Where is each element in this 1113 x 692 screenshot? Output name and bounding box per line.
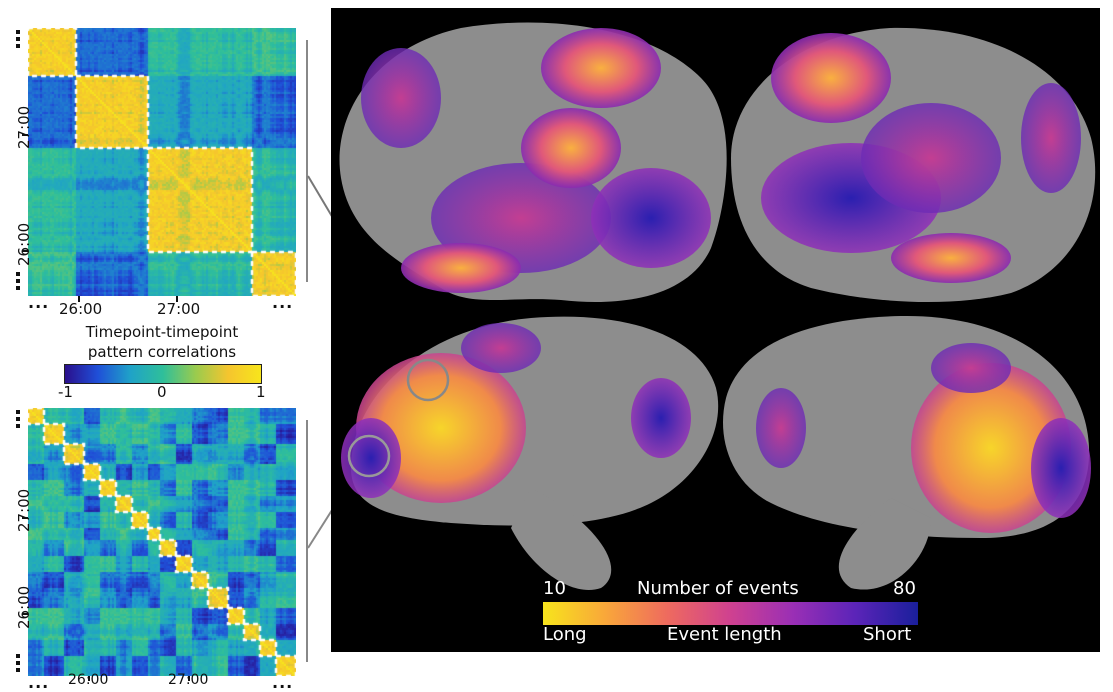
left-lateral-region [591,168,711,268]
event-count-title: Number of events [637,578,799,599]
x-ellipsis-right: ... [272,293,294,312]
range-bar-top [306,40,308,282]
right-medial-region [756,388,806,468]
right-medial-temporal [838,498,931,590]
right-medial-region [911,363,1071,533]
right-medial-region [1031,418,1091,518]
left-lateral-region [361,48,441,148]
brain-surface-panel: 10 Number of events 80 Long Event length… [331,8,1100,652]
x-ellipsis-left: ... [28,673,50,692]
colorbar-max-label: 1 [256,383,266,401]
x-ellipsis-left: ... [28,293,50,312]
left-lateral-region [521,108,621,188]
left-medial-region [631,378,691,458]
right-lateral-region [891,233,1011,283]
highlight-circle-upper [406,358,450,402]
range-bar-bottom [306,420,308,662]
left-medial-region [341,418,401,498]
y-tick [22,613,28,615]
right-lateral-region [861,103,1001,213]
y-ellipsis-top-2 [16,272,20,293]
x-tick [188,676,190,681]
y-tick [22,134,28,136]
colorbar-title-line2: pattern correlations [87,343,237,361]
x-tick [176,296,178,302]
right-medial-region [931,343,1011,393]
x-tick-label: 27:00 [157,300,201,318]
left-lateral-region [401,243,521,293]
x-tick [78,296,80,302]
event-length-long: Long [543,624,587,645]
correlation-matrix-long-events [28,28,296,296]
x-ellipsis-right: ... [272,673,294,692]
correlation-matrix-short-events [28,408,296,676]
highlight-circle-lower [347,434,391,478]
colorbar-min-label: -1 [58,383,73,401]
event-count-max: 80 [893,578,916,599]
event-colorbar [543,602,918,625]
y-tick [22,517,28,519]
right-lateral-region [1021,83,1081,193]
x-tick-label: 26:00 [59,300,103,318]
event-length-short: Short [863,624,912,645]
y-ellipsis-bottom-1 [16,410,20,431]
correlation-colorbar [64,364,262,384]
left-medial-temporal [511,488,612,590]
y-ellipsis-top-1 [16,30,20,51]
left-medial-region [461,323,541,373]
left-lateral-region [541,28,661,108]
event-count-min: 10 [543,578,566,599]
x-tick-label: 27:00 [168,672,209,688]
brain-surfaces [339,22,1096,590]
x-tick-label: 26:00 [68,672,109,688]
right-lateral-region [771,33,891,123]
y-tick [22,250,28,252]
colorbar-mid-label: 0 [157,383,167,401]
colorbar-title-line1: Timepoint-timepoint [85,323,239,341]
x-tick [88,676,90,681]
event-length-title: Event length [667,624,782,645]
y-ellipsis-bottom-2 [16,654,20,675]
